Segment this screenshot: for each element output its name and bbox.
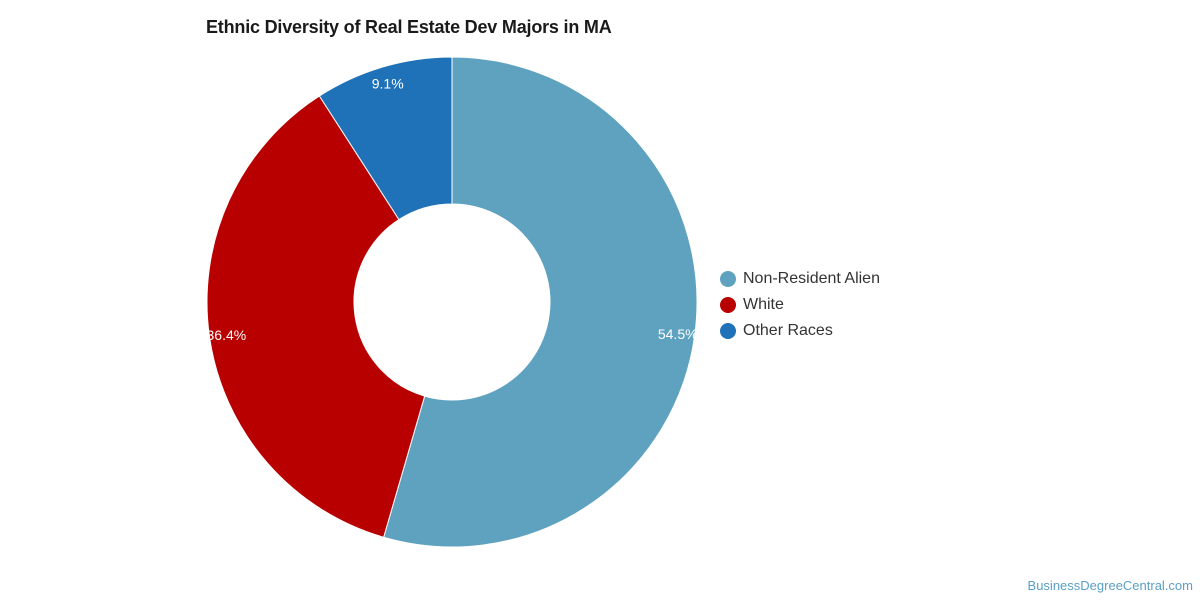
legend-marker <box>720 271 736 287</box>
legend-marker <box>720 323 736 339</box>
chart-title: Ethnic Diversity of Real Estate Dev Majo… <box>206 17 612 37</box>
legend-item-white[interactable]: White <box>720 292 880 318</box>
slice-percent-label: 36.4% <box>207 327 247 343</box>
donut-slice-non-resident-alien[interactable] <box>383 56 698 548</box>
donut-slice-other-races[interactable] <box>318 56 453 221</box>
source-watermark[interactable]: BusinessDegreeCentral.com <box>1027 578 1193 593</box>
legend-label: White <box>743 296 784 313</box>
slice-labels: 54.5% 36.4% 9.1% <box>207 75 698 343</box>
legend-label: Non-Resident Alien <box>743 270 880 287</box>
slice-percent-label: 54.5% <box>658 326 698 342</box>
slice-percent-label: 9.1% <box>372 75 404 91</box>
legend-marker <box>720 297 736 313</box>
legend-item-non-resident-alien[interactable]: Non-Resident Alien <box>720 266 880 292</box>
donut-slices <box>206 56 698 548</box>
legend-item-other-races[interactable]: Other Races <box>720 318 880 344</box>
legend: Non-Resident Alien White Other Races <box>720 266 880 344</box>
legend-label: Other Races <box>743 322 833 339</box>
donut-slice-white[interactable] <box>206 95 426 538</box>
